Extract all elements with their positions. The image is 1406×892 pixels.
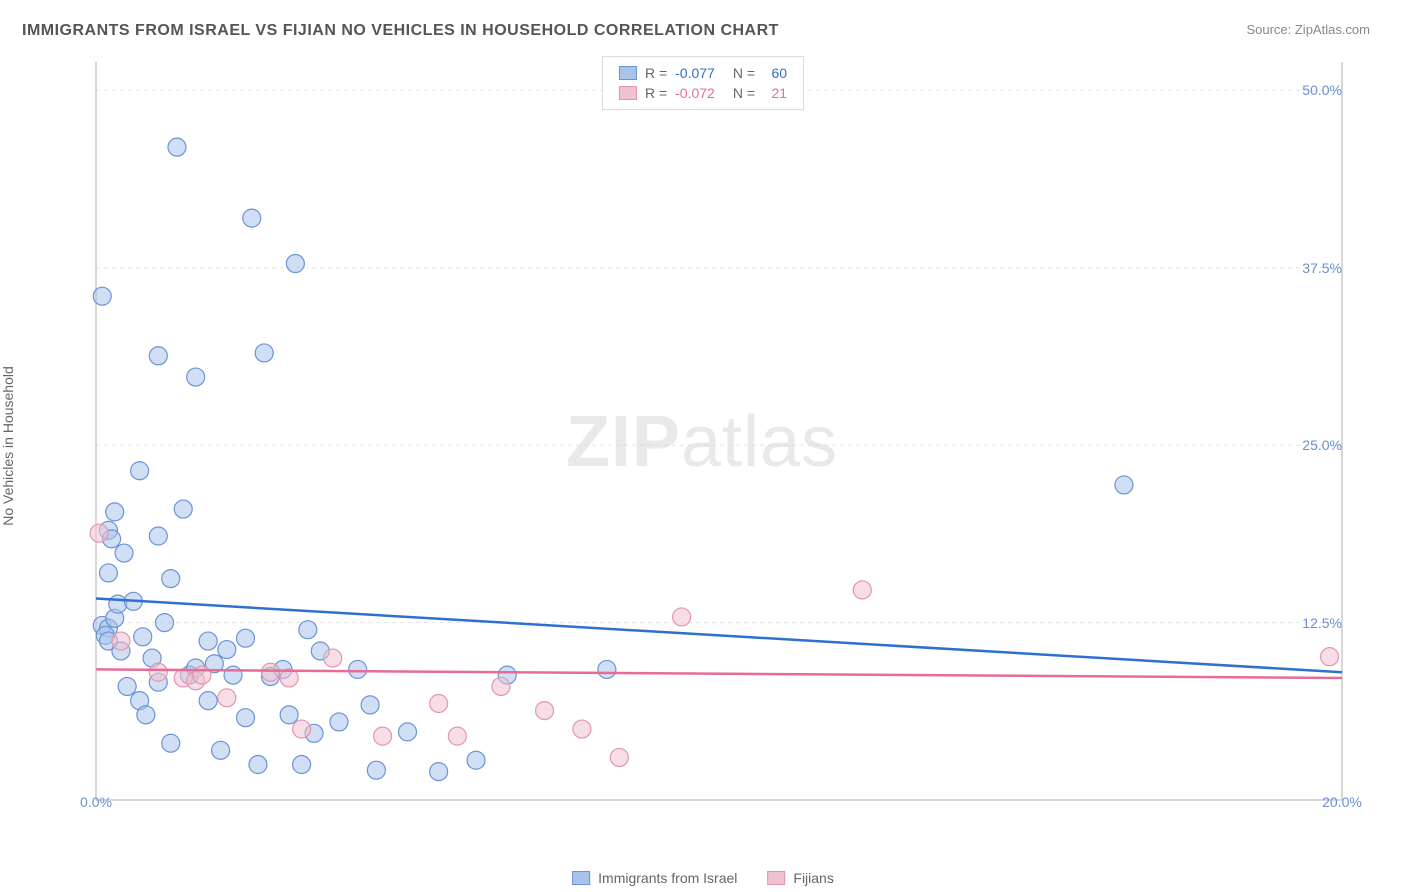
- y-tick-label: 12.5%: [1302, 615, 1342, 631]
- legend-n-value: 21: [763, 85, 787, 101]
- x-tick-label: 20.0%: [1322, 794, 1362, 810]
- chart-area: ZIPatlas 12.5%25.0%37.5%50.0%0.0%20.0%: [52, 56, 1352, 828]
- y-axis-label: No Vehicles in Household: [0, 366, 16, 526]
- y-tick-label: 50.0%: [1302, 82, 1342, 98]
- legend-r-value: -0.077: [675, 65, 715, 81]
- legend-n-label: N =: [733, 85, 755, 101]
- legend-swatch-icon: [767, 871, 785, 885]
- series-legend: Immigrants from Israel Fijians: [572, 870, 834, 886]
- correlation-legend: R = -0.077 N = 60 R = -0.072 N = 21: [602, 56, 804, 110]
- y-tick-label: 37.5%: [1302, 260, 1342, 276]
- series-name: Fijians: [793, 870, 833, 886]
- series-name: Immigrants from Israel: [598, 870, 737, 886]
- source-prefix: Source:: [1246, 22, 1294, 37]
- legend-swatch-icon: [572, 871, 590, 885]
- legend-n-value: 60: [763, 65, 787, 81]
- x-tick-label: 0.0%: [80, 794, 112, 810]
- source-attribution: Source: ZipAtlas.com: [1246, 22, 1370, 37]
- chart-title: IMMIGRANTS FROM ISRAEL VS FIJIAN NO VEHI…: [22, 22, 779, 40]
- source-link[interactable]: ZipAtlas.com: [1295, 22, 1370, 37]
- scatter-chart-svg: [52, 56, 1352, 828]
- y-tick-label: 25.0%: [1302, 437, 1342, 453]
- legend-r-label: R =: [645, 65, 667, 81]
- legend-r-value: -0.072: [675, 85, 715, 101]
- legend-row-fijian: R = -0.072 N = 21: [619, 83, 787, 103]
- legend-swatch-icon: [619, 66, 637, 80]
- legend-n-label: N =: [733, 65, 755, 81]
- legend-row-israel: R = -0.077 N = 60: [619, 63, 787, 83]
- series-legend-israel: Immigrants from Israel: [572, 870, 737, 886]
- series-legend-fijian: Fijians: [767, 870, 833, 886]
- legend-swatch-icon: [619, 86, 637, 100]
- legend-r-label: R =: [645, 85, 667, 101]
